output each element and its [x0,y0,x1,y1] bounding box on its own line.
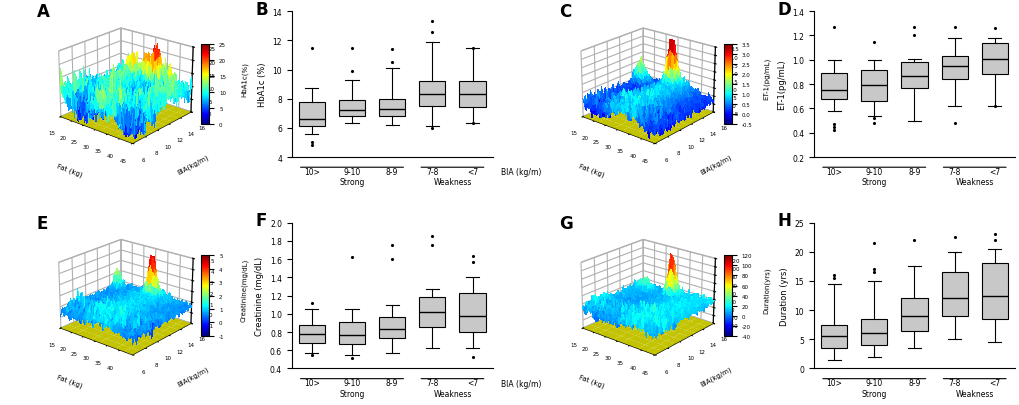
Y-axis label: BIA(kg/m): BIA(kg/m) [176,364,210,387]
PathPatch shape [820,74,847,100]
PathPatch shape [459,82,485,108]
Text: C: C [558,3,571,21]
Text: BIA (kg/m): BIA (kg/m) [500,168,540,177]
Text: B: B [256,0,268,19]
Y-axis label: BIA(kg/m): BIA(kg/m) [176,154,210,176]
Text: Weakness: Weakness [955,389,993,398]
Text: E: E [37,214,48,232]
PathPatch shape [981,264,1007,319]
Y-axis label: ET-1(pg/mL): ET-1(pg/mL) [776,60,786,110]
Text: Weakness: Weakness [955,178,993,187]
PathPatch shape [379,100,405,117]
Text: Strong: Strong [339,389,365,398]
X-axis label: Fat (kg): Fat (kg) [56,373,83,388]
PathPatch shape [338,322,365,344]
PathPatch shape [860,70,887,102]
Y-axis label: HbA1c (%): HbA1c (%) [258,63,267,107]
PathPatch shape [419,298,445,327]
PathPatch shape [860,319,887,345]
PathPatch shape [419,82,445,107]
Y-axis label: Creatinine (mg/dL): Creatinine (mg/dL) [255,256,264,335]
Text: A: A [37,3,50,21]
Text: D: D [777,0,791,19]
PathPatch shape [299,102,325,127]
PathPatch shape [901,63,926,89]
Text: F: F [256,211,267,229]
Text: H: H [777,211,791,229]
Y-axis label: BIA(kg/m): BIA(kg/m) [698,364,732,387]
Text: BIA (kg/m): BIA (kg/m) [500,379,540,388]
X-axis label: Fat (kg): Fat (kg) [56,162,83,177]
PathPatch shape [338,101,365,117]
Text: Weakness: Weakness [433,389,471,398]
Text: Strong: Strong [339,178,365,187]
X-axis label: Fat (kg): Fat (kg) [578,373,604,388]
Text: G: G [558,214,573,232]
PathPatch shape [901,299,926,331]
PathPatch shape [820,325,847,348]
PathPatch shape [941,57,967,80]
Text: Strong: Strong [861,178,887,187]
X-axis label: Fat (kg): Fat (kg) [578,162,604,177]
Y-axis label: Duration (yrs): Duration (yrs) [780,266,789,325]
Text: Weakness: Weakness [433,178,471,187]
Text: Strong: Strong [861,389,887,398]
PathPatch shape [459,293,485,332]
PathPatch shape [941,273,967,316]
Y-axis label: BIA(kg/m): BIA(kg/m) [698,154,732,176]
PathPatch shape [299,325,325,343]
PathPatch shape [379,317,405,339]
PathPatch shape [981,44,1007,75]
